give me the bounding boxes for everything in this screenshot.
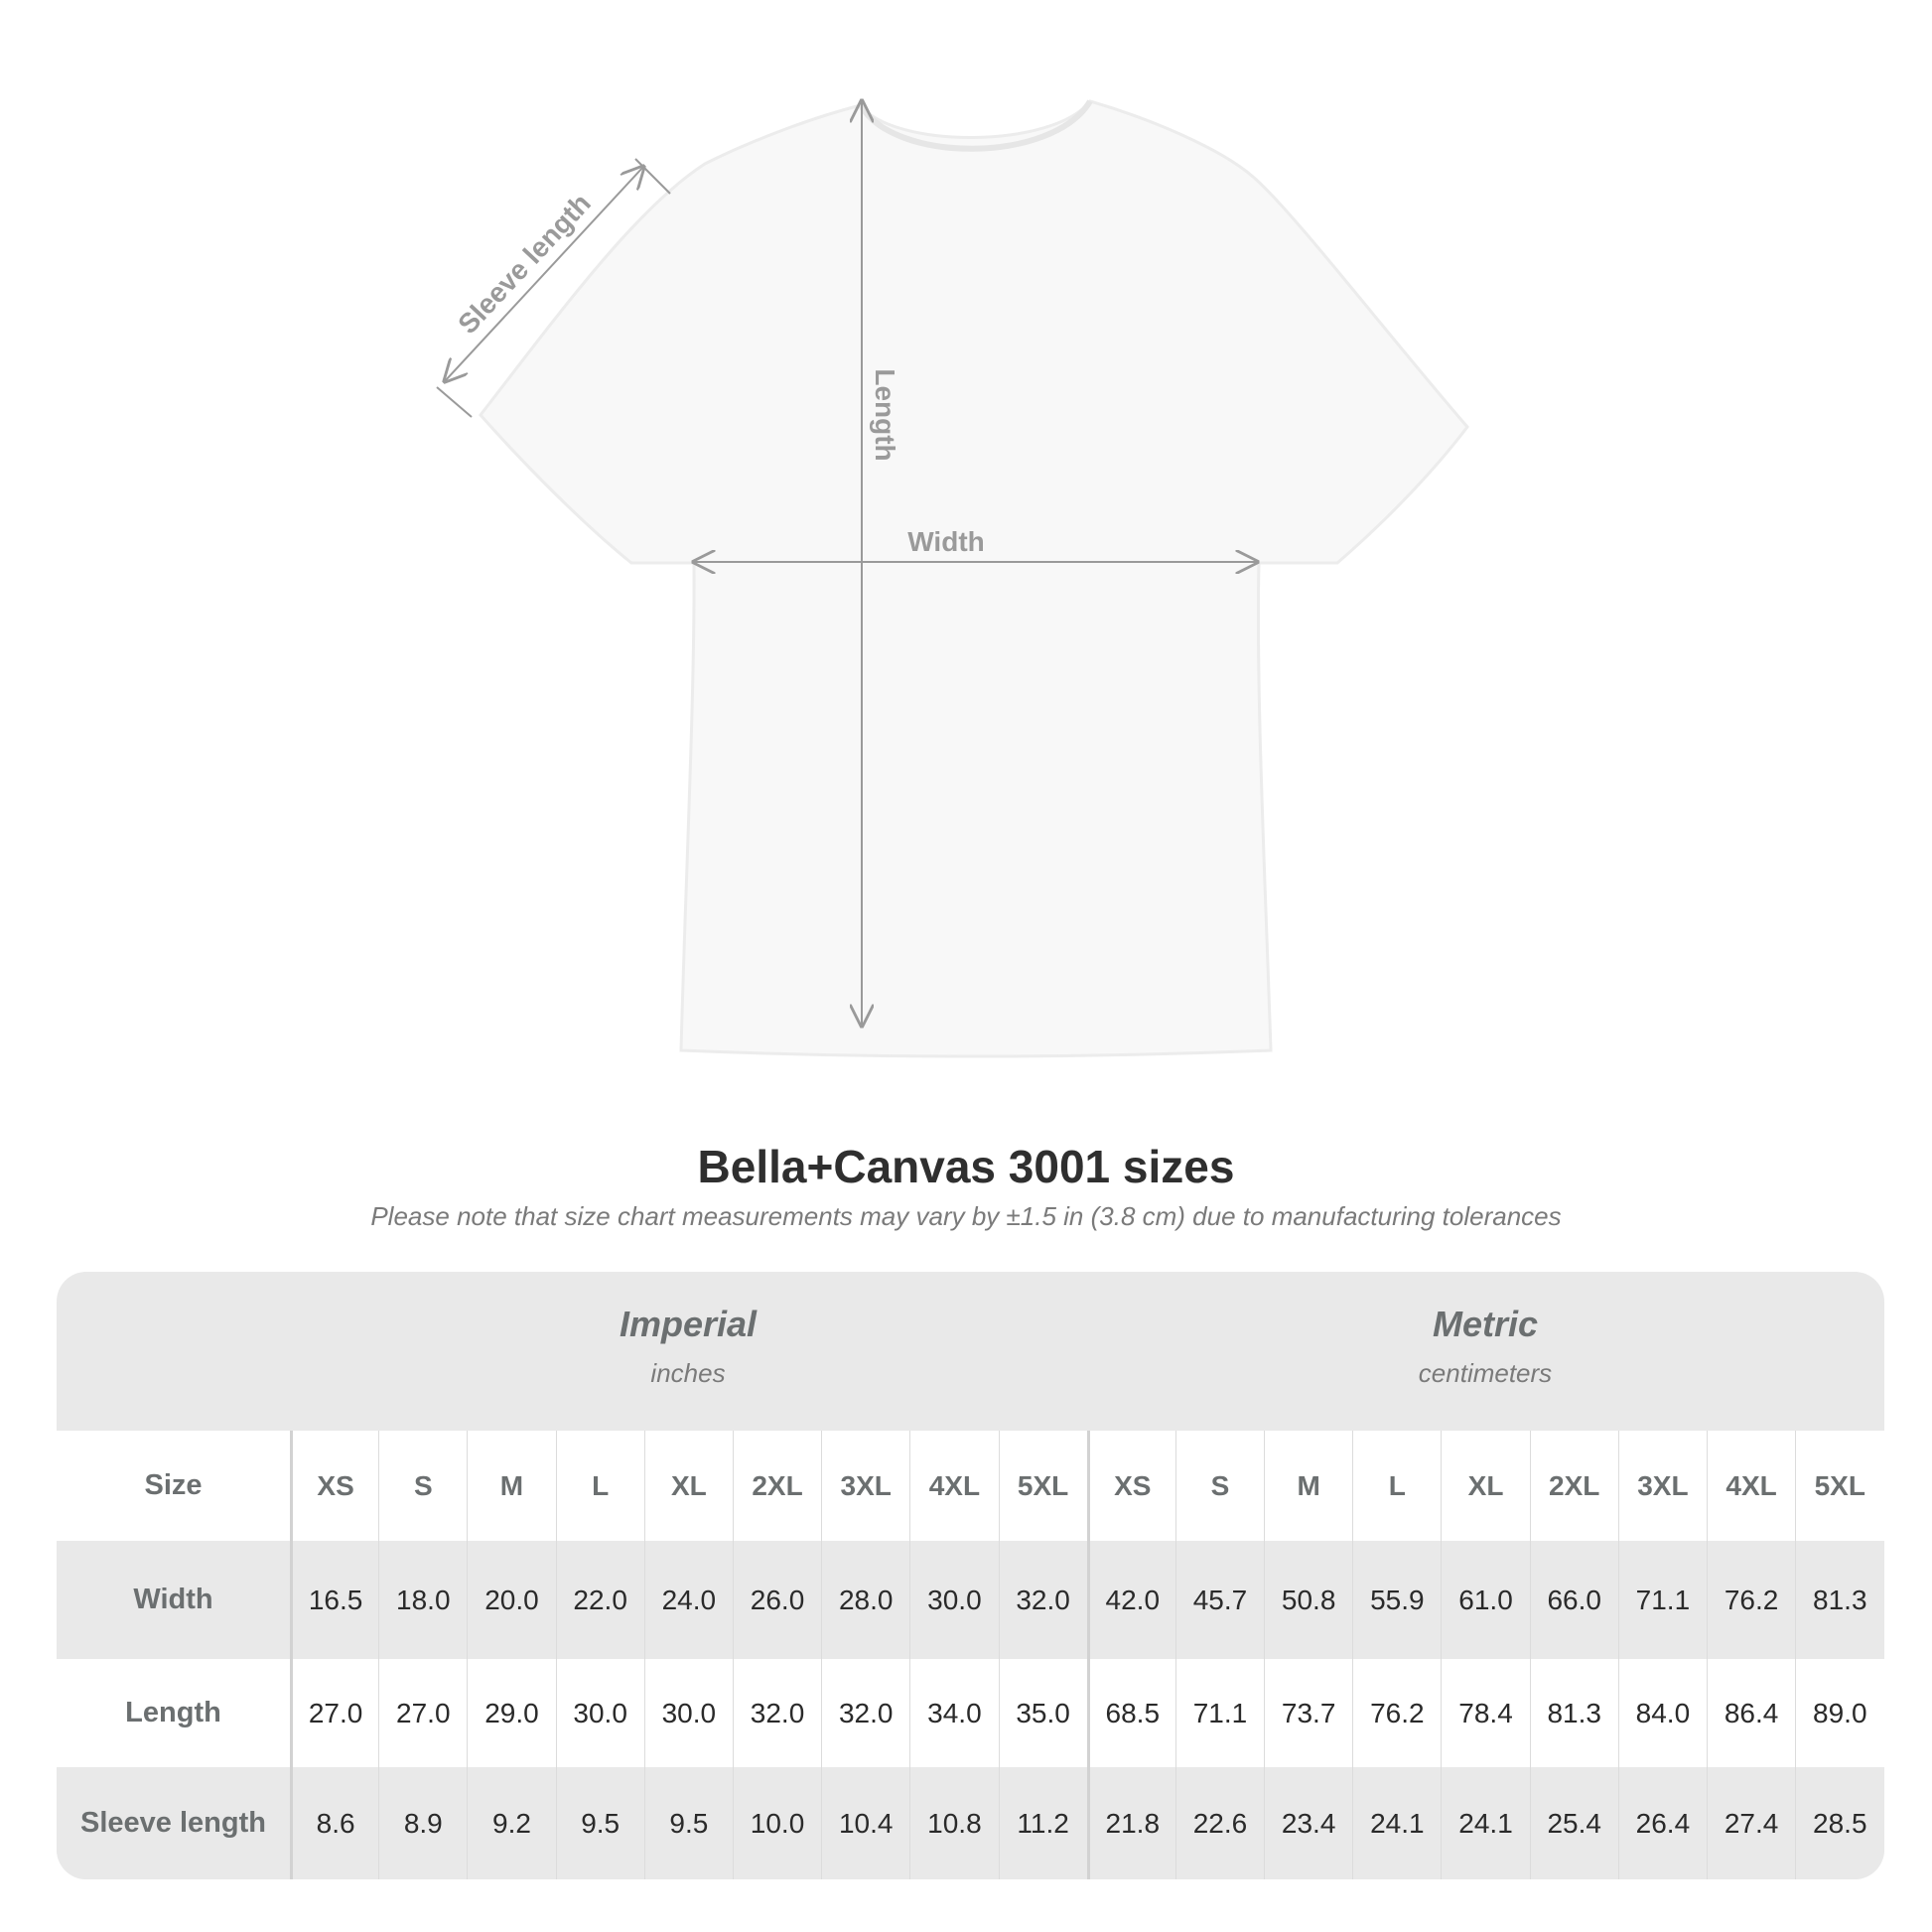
value-cell: 28.5: [1795, 1767, 1883, 1879]
size-header-cell: XS: [290, 1431, 378, 1541]
group-name: Imperial: [619, 1304, 758, 1344]
size-header-cell: M: [1264, 1431, 1352, 1541]
value-cell: 35.0: [998, 1659, 1087, 1767]
value-cell: 30.0: [643, 1659, 733, 1767]
value-cell: 23.4: [1264, 1767, 1352, 1879]
value-cell: 24.1: [1441, 1767, 1529, 1879]
value-cell: 21.8: [1086, 1767, 1175, 1879]
sleeve-line: [445, 167, 643, 381]
group-unit: inches: [650, 1358, 726, 1388]
size-header-cell: 5XL: [998, 1431, 1087, 1541]
value-cell: 66.0: [1529, 1541, 1618, 1659]
size-header-cell: 5XL: [1795, 1431, 1883, 1541]
sleeve-tick: [436, 386, 473, 418]
size-header-cell: 3XL: [1617, 1431, 1707, 1541]
size-header-cell: 4XL: [909, 1431, 998, 1541]
value-cell: 84.0: [1617, 1659, 1707, 1767]
value-cell: 9.5: [643, 1767, 733, 1879]
value-cell: 24.0: [643, 1541, 733, 1659]
size-header-cell: 3XL: [821, 1431, 909, 1541]
value-cell: 29.0: [467, 1659, 555, 1767]
size-header-cell: S: [1174, 1431, 1264, 1541]
row-label: Length: [125, 1697, 221, 1728]
value-cell: 27.0: [290, 1659, 378, 1767]
page-title: Bella+Canvas 3001 sizes: [697, 1141, 1235, 1192]
value-cell: 89.0: [1795, 1659, 1883, 1767]
group-name: Metric: [1432, 1304, 1539, 1344]
sleeve-tick: [634, 158, 671, 195]
value-cell: 71.1: [1617, 1541, 1707, 1659]
size-header-cell: 2XL: [732, 1431, 821, 1541]
value-cell: 26.0: [732, 1541, 821, 1659]
value-cell: 30.0: [909, 1541, 998, 1659]
value-cell: 81.3: [1529, 1659, 1618, 1767]
tolerance-note: Please note that size chart measurements…: [370, 1201, 1562, 1231]
table-row: Width 16.5 18.0 20.0 22.0 24.0 26.0 28.0 30.0 32.…: [57, 1541, 1884, 1659]
value-cell: 28.0: [821, 1541, 909, 1659]
size-header-cell: L: [1352, 1431, 1441, 1541]
value-cell: 20.0: [467, 1541, 555, 1659]
width-label: Width: [907, 526, 985, 557]
value-cell: 50.8: [1264, 1541, 1352, 1659]
value-cell: 86.4: [1707, 1659, 1795, 1767]
tshirt-shape: [479, 99, 1469, 1058]
size-header-cell: XS: [1086, 1431, 1175, 1541]
value-cell: 22.0: [555, 1541, 644, 1659]
table-row: Sleeve length 8.6 8.9 9.2 9.5 9.5 10.0 10.4 10.8…: [57, 1767, 1884, 1879]
length-label: Length: [870, 368, 900, 461]
value-cell: 42.0: [1086, 1541, 1175, 1659]
size-header-cell: 4XL: [1707, 1431, 1795, 1541]
collar: [858, 99, 1093, 152]
value-cell: 68.5: [1086, 1659, 1175, 1767]
value-cell: 11.2: [998, 1767, 1087, 1879]
value-cell: 71.1: [1174, 1659, 1264, 1767]
size-header-cell: XL: [1441, 1431, 1529, 1541]
size-header-cell: XL: [643, 1431, 733, 1541]
value-cell: 34.0: [909, 1659, 998, 1767]
size-table: Imperial inches Metric centimeters Size X…: [57, 1272, 1884, 1879]
size-header-row: Size XS S M L XL 2XL 3XL 4XL 5XL XS S M L XL 2XL 3XL 4XL 5…: [57, 1431, 1884, 1541]
row-label: Sleeve length: [80, 1807, 266, 1839]
value-cell: 81.3: [1795, 1541, 1883, 1659]
value-cell: 78.4: [1441, 1659, 1529, 1767]
size-header-cell: S: [378, 1431, 467, 1541]
table-row: Length 27.0 27.0 29.0 30.0 30.0 32.0 32.0 34.0 35…: [57, 1659, 1884, 1767]
size-header-cell: 2XL: [1529, 1431, 1618, 1541]
value-cell: 30.0: [555, 1659, 644, 1767]
group-imperial: Imperial inches: [290, 1272, 1086, 1431]
value-cell: 27.0: [378, 1659, 467, 1767]
value-cell: 16.5: [290, 1541, 378, 1659]
value-cell: 45.7: [1174, 1541, 1264, 1659]
group-metric: Metric centimeters: [1086, 1272, 1884, 1431]
tshirt-diagram: Width Length Sleeve length: [436, 0, 1469, 1058]
value-cell: 22.6: [1174, 1767, 1264, 1879]
value-cell: 32.0: [732, 1659, 821, 1767]
value-cell: 32.0: [998, 1541, 1087, 1659]
value-cell: 24.1: [1352, 1767, 1441, 1879]
value-cell: 10.0: [732, 1767, 821, 1879]
value-cell: 76.2: [1707, 1541, 1795, 1659]
value-cell: 32.0: [821, 1659, 909, 1767]
value-cell: 9.2: [467, 1767, 555, 1879]
value-cell: 25.4: [1529, 1767, 1618, 1879]
size-header-cell: L: [555, 1431, 644, 1541]
size-header-cell: M: [467, 1431, 555, 1541]
row-label: Size: [144, 1469, 203, 1501]
value-cell: 76.2: [1352, 1659, 1441, 1767]
group-unit: centimeters: [1418, 1358, 1553, 1388]
value-cell: 10.4: [821, 1767, 909, 1879]
value-cell: 9.5: [555, 1767, 644, 1879]
value-cell: 61.0: [1441, 1541, 1529, 1659]
value-cell: 27.4: [1707, 1767, 1795, 1879]
value-cell: 10.8: [909, 1767, 998, 1879]
value-cell: 8.6: [290, 1767, 378, 1879]
value-cell: 8.9: [378, 1767, 467, 1879]
value-cell: 18.0: [378, 1541, 467, 1659]
value-cell: 26.4: [1617, 1767, 1707, 1879]
value-cell: 55.9: [1352, 1541, 1441, 1659]
value-cell: 73.7: [1264, 1659, 1352, 1767]
row-label: Width: [133, 1584, 213, 1615]
